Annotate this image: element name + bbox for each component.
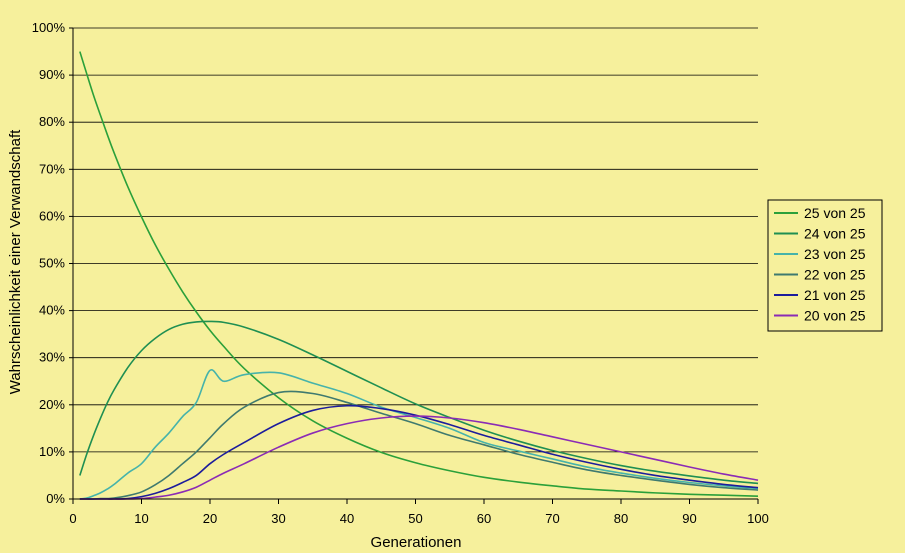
legend-label: 24 von 25 [804,226,866,242]
y-tick-label: 0% [46,491,65,506]
series-line-5 [79,404,759,500]
series-line-3 [79,369,759,500]
legend-label: 21 von 25 [804,287,866,303]
x-tick-label: 80 [614,511,628,526]
series-line-6 [79,415,759,500]
x-tick-label: 50 [408,511,422,526]
gridlines [73,27,758,453]
x-tick-label: 20 [203,511,217,526]
x-tick-label: 10 [134,511,148,526]
x-tick-label: 30 [271,511,285,526]
y-tick-label: 40% [39,303,65,318]
axes [69,27,759,504]
y-tick-label: 80% [39,114,65,129]
y-axis-title: Wahrscheinlichkeit einer Verwandschaft [7,129,24,394]
y-tick-label: 30% [39,350,65,365]
y-tick-label: 10% [39,444,65,459]
y-tick-label: 100% [32,20,66,35]
y-tick-labels: 0% 10% 20% 30% 40% 50% 60% 70% 80% 90% 100% [32,20,66,506]
y-tick-label: 70% [39,161,65,176]
series-line-1 [79,51,759,497]
plot-area [79,51,759,500]
legend-label: 22 von 25 [804,267,866,283]
x-axis-title: Generationen [371,534,462,551]
y-tick-label: 60% [39,208,65,223]
legend-label: 20 von 25 [804,308,866,324]
x-tick-label: 100 [747,511,769,526]
x-tick-label: 60 [477,511,491,526]
y-tick-label: 90% [39,67,65,82]
x-tick-labels: 0 10 20 30 40 50 60 70 80 90 100 [69,511,768,526]
x-tick-label: 0 [69,511,76,526]
x-tick-label: 70 [545,511,559,526]
series-line-2 [79,320,759,485]
y-tick-label: 20% [39,397,65,412]
y-tick-label: 50% [39,256,65,271]
x-tick-label: 40 [340,511,354,526]
x-tick-label: 90 [682,511,696,526]
legend-label: 23 von 25 [804,246,866,262]
series-line-4 [79,390,759,500]
legend: 25 von 25 24 von 25 23 von 25 22 von 25 21 v… [767,199,883,332]
legend-label: 25 von 25 [804,205,866,221]
legend-box [767,199,883,332]
